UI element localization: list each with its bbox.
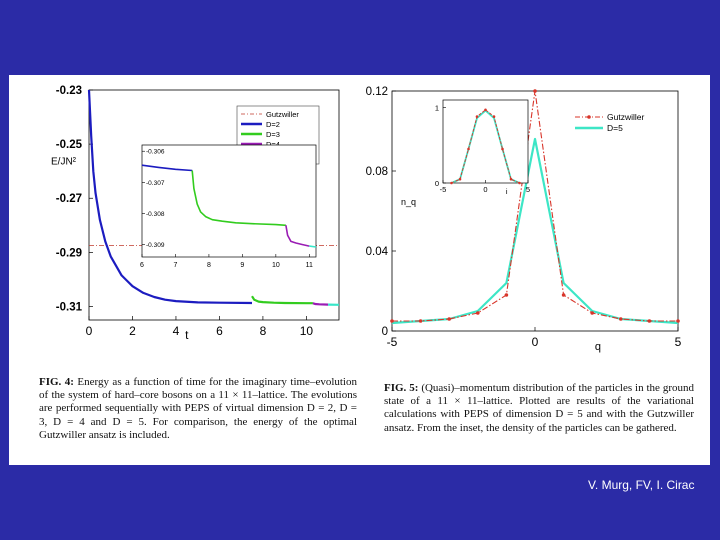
fig5-axes-box [391,90,679,332]
fig5-legend-entry: Gutzwiller [607,112,644,122]
fig5-inset-gutzwiller-point [467,147,470,151]
fig4-y-tick-label: -0.29 [56,247,82,259]
fig4-inset-x-tick-label: 7 [174,262,178,269]
fig5-inset-x-axis-label: i [506,187,508,196]
fig5-gutzwiller-point [390,319,394,323]
fig4-inset-y-tick-label: -0.308 [146,211,165,218]
fig5-y-tick-label: 0.08 [366,166,388,178]
figure5-caption: FIG. 5: (Quasi)–momentum distribution of… [384,382,694,435]
fig4-inset-x-tick-label: 8 [207,262,211,269]
fig4-inset-x-tick-label: 10 [272,262,280,269]
fig4-x-tick-label: 8 [260,324,267,338]
fig4-inset-y-tick-label: -0.309 [146,242,165,249]
fig5-inset-x-tick-label: 0 [483,185,487,194]
fig5-gutzwiller-point [619,317,623,321]
figure5-caption-text: (Quasi)–momentum distribution of the par… [384,382,695,434]
fig5-series-gutzwiller [392,90,678,322]
fig5-y-axis-label: n_q [401,197,416,207]
fig4-y-tick-label: -0.31 [56,301,83,313]
fig4-axes-box [88,89,340,321]
fig4-x-tick-label: 4 [173,324,180,338]
fig5-x-axis-label: q [595,341,601,353]
fig4-legend-gutzwiller: Gutzwiller [266,110,299,119]
fig5-y-tick-label: 0.04 [366,246,389,258]
fig5-legend-marker-gutzwiller [587,115,591,119]
fig5-gutzwiller-point [476,311,480,315]
fig5-legend-entry: D=5 [607,123,623,133]
fig5-x-tick-label: 0 [532,335,539,349]
fig5-inset-y-tick-label: 0 [435,179,439,188]
fig4-legend-entry: D=3 [266,130,280,139]
fig4-series-d3 [251,295,313,305]
slide-panel: 0 2 4 6 8 10 -0.23 -0.25 -0.27 -0.29 -0.31 t E/JN² Gu… [9,75,710,465]
fig5-inset-gutzwiller-point [484,108,487,112]
fig5-gutzwiller-point [533,89,537,93]
fig5-gutzwiller-point [447,317,451,321]
fig5-inset-gutzwiller-point [475,115,479,118]
fig4-x-tick-label: 0 [86,324,93,338]
fig5-gutzwiller-point [676,319,680,323]
fig4-inset-box [141,144,317,258]
fig5-y-tick-label: 0 [382,326,388,338]
fig4-inset-series-d3 [191,170,286,227]
fig5-inset-y-tick-label: 1 [435,104,439,113]
fig5-gutzwiller-point [504,293,509,297]
fig5-gutzwiller-point [418,319,423,323]
fig4-inset-y-tick-label: -0.306 [146,149,165,156]
fig4-inset-series-d4 [285,225,310,247]
figure5-caption-label: FIG. 5: [384,382,419,394]
fig4-x-tick-label: 10 [300,324,314,338]
fig5-series-d5 [391,137,679,325]
fig4-inset-x-tick-label: 6 [140,262,144,269]
fig5-inset-gutzwiller-point [458,177,462,181]
fig5-y-tick-label: 0.12 [366,86,388,98]
fig5-inset-gutzwiller-point [518,181,521,185]
fig5-inset-gutzwiller-point [492,115,496,118]
fig4-x-tick-label: 2 [129,324,136,338]
fig5-inset-gutzwiller-point [501,147,504,151]
fig4-inset-series-d5 [309,245,317,248]
fig4-y-tick-label: -0.27 [56,193,82,205]
fig5-inset-series-gutzwiller [451,109,520,184]
fig4-series-d2 [87,89,253,305]
fig5-x-tick-label: -5 [387,335,398,349]
figure4-caption-text: Energy as a function of time for the ima… [39,376,357,441]
fig4-x-tick-label: 6 [216,324,223,338]
fig4-legend-entry: D=2 [266,120,280,129]
fig4-y-axis-label: E/JN² [51,156,77,167]
fig4-inset-x-tick-label: 11 [306,262,313,269]
fig5-x-tick-label: 5 [675,335,682,349]
fig5-gutzwiller-point [561,293,566,297]
fig5-inset-gutzwiller-point [509,177,513,181]
fig5-inset-gutzwiller-point [450,181,453,185]
figure4-chart: 0 2 4 6 8 10 -0.23 -0.25 -0.27 -0.29 -0.31 t E/JN² Gu… [51,85,340,342]
fig4-series-d4 [312,302,329,306]
fig4-x-axis-label: t [185,328,189,342]
author-credit: V. Murg, FV, I. Cirac [588,478,695,492]
fig4-y-tick-label: -0.23 [56,85,82,97]
fig4-inset-series-d2 [141,164,193,172]
fig5-inset-box [442,99,529,184]
fig4-legend-entry: D=4 [266,140,280,149]
figure4-caption: FIG. 4: Energy as a function of time for… [39,376,357,442]
fig5-inset-x-tick-label: 5 [526,185,530,194]
fig5-gutzwiller-point [647,319,652,323]
figure4-caption-label: FIG. 4: [39,376,74,388]
fig4-y-tick-label: -0.25 [56,139,83,151]
fig4-inset-x-tick-label: 9 [240,262,244,269]
fig5-gutzwiller-point [590,311,594,315]
fig4-inset-y-tick-label: -0.307 [146,180,165,187]
fig5-inset-x-tick-label: -5 [440,185,447,194]
